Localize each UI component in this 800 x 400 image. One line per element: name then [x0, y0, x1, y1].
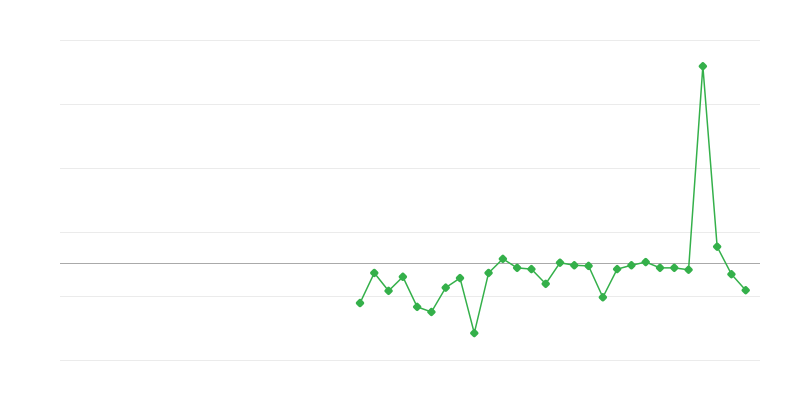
- data-point: [355, 298, 365, 308]
- data-point: [627, 261, 636, 270]
- data-point: [655, 263, 665, 272]
- data-point: [427, 307, 436, 317]
- data-point: [455, 273, 465, 283]
- data-point: [641, 257, 650, 267]
- data-point: [713, 242, 722, 251]
- data-point: [541, 279, 550, 288]
- data-point: [370, 268, 379, 278]
- data-point: [398, 272, 407, 281]
- series-line: [359, 66, 747, 334]
- data-point: [441, 283, 450, 292]
- data-point: [584, 261, 593, 271]
- data-point: [413, 302, 422, 312]
- data-point: [527, 264, 536, 274]
- data-point: [684, 265, 693, 274]
- data-point: [513, 263, 522, 272]
- data-point: [470, 328, 479, 338]
- data-point: [484, 268, 493, 278]
- data-point: [670, 263, 679, 272]
- data-point: [613, 264, 622, 274]
- data-point: [555, 258, 565, 267]
- data-point: [698, 62, 707, 71]
- data-point: [598, 293, 607, 302]
- data-point: [727, 270, 736, 279]
- data-point: [741, 286, 750, 295]
- data-point: [384, 286, 393, 296]
- data-point: [570, 261, 579, 270]
- data-point: [498, 254, 507, 264]
